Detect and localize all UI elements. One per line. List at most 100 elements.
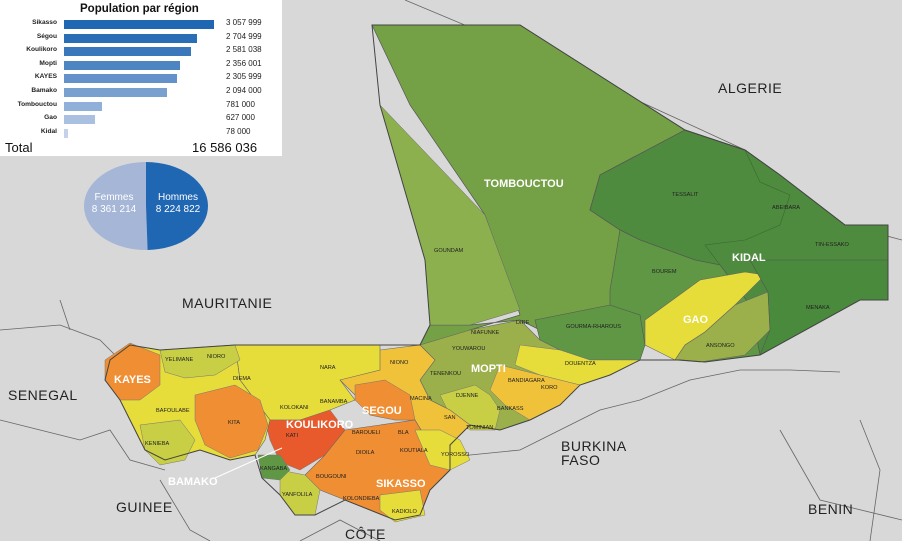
hommes-value: 8 224 822 xyxy=(156,204,201,215)
region-label-segou: SEGOU xyxy=(362,405,402,417)
country-cote: CÔTE xyxy=(345,526,386,541)
cercle-label: BANKASS xyxy=(497,406,524,412)
segou-orange-core xyxy=(354,379,416,421)
cercle-label: BANDIAGARA xyxy=(508,378,545,384)
cercle-label: DIRE xyxy=(516,320,530,326)
cercle-label: KITA xyxy=(228,420,240,426)
region-population-value: 781 000 xyxy=(226,99,255,109)
cercle-label: YOUWAROU xyxy=(452,346,485,352)
cercle-label: DIEMA xyxy=(233,376,251,382)
country-benin: BENIN xyxy=(808,501,853,517)
pie-slice-hommes xyxy=(146,162,209,250)
cercle-label: NARA xyxy=(320,365,336,371)
cercle-ansongo-area xyxy=(674,291,771,363)
panel-title: Population par région xyxy=(80,3,199,15)
region-name: Ségou xyxy=(36,32,57,40)
region-name: Tombouctou xyxy=(17,100,57,108)
bamako-pointer xyxy=(214,447,283,479)
region-label-kayes: KAYES xyxy=(114,374,151,386)
region-population-value: 3 057 999 xyxy=(226,18,262,27)
mali-border xyxy=(104,24,889,521)
cercle-label: BAFOULABE xyxy=(156,408,190,414)
cercle-label: KOLONDIEBA xyxy=(343,496,380,502)
region-name: Sikasso xyxy=(32,19,57,26)
country-guinee: GUINEE xyxy=(116,499,173,515)
region-label-tombouctou: TOMBOUCTOU xyxy=(484,178,564,190)
cercle-label: ABEIBARA xyxy=(772,205,800,211)
population-row: Mopti 2 356 001 xyxy=(0,59,282,71)
population-row: Tombouctou 781 000 xyxy=(0,100,282,112)
population-bar xyxy=(64,101,103,111)
region-population-value: 627 000 xyxy=(226,113,255,123)
region-label-bamako: BAMAKO xyxy=(168,476,218,488)
region-label-gao: GAO xyxy=(683,314,709,326)
population-bar xyxy=(64,33,197,43)
cercle-label: YOROSSO xyxy=(441,452,470,458)
population-row: Koulikoro 2 581 038 xyxy=(0,45,282,57)
cercle-label: BAROUELI xyxy=(352,430,381,436)
cercle-label: GOUNDAM xyxy=(434,248,464,254)
cercle-label: KENIEBA xyxy=(145,441,170,447)
population-bar xyxy=(64,20,214,29)
country-mauritanie: MAURITANIE xyxy=(182,295,272,311)
cercle-label: TESSALIT xyxy=(672,192,699,198)
cercle-label: NIAFUNKE xyxy=(471,330,500,336)
cercle-label: GOURMA-RHAROUS xyxy=(566,324,621,330)
region-name: Koulikoro xyxy=(26,46,57,54)
cercle-label: BOUGOUNI xyxy=(316,474,347,480)
cercle-label: KOLOKANI xyxy=(280,405,309,411)
population-row: Sikasso 3 057 999 xyxy=(0,18,282,30)
region-label-sikasso: SIKASSO xyxy=(376,478,426,490)
region-population-value: 2 094 000 xyxy=(226,86,262,95)
region-population-value: 2 305 999 xyxy=(226,72,262,82)
region-label-kidal: KIDAL xyxy=(732,252,766,264)
cercle-label: TIN-ESSAKO xyxy=(815,242,850,248)
cercle-label: DJENNE xyxy=(456,393,479,399)
cercle-label: MACINA xyxy=(410,396,432,402)
population-bar xyxy=(64,60,180,70)
country-burkina: BURKINA xyxy=(561,438,627,454)
region-label-koulikoro: KOULIKORO xyxy=(286,419,354,431)
population-row: Ségou 2 704 999 xyxy=(0,32,282,44)
cercle-label: KORO xyxy=(541,385,558,391)
pie-slice-femmes xyxy=(84,162,148,250)
region-name: Kidal xyxy=(40,127,57,135)
country-faso: FASO xyxy=(561,452,600,468)
region-name: Mopti xyxy=(39,59,57,67)
cercle-label: KOUTIALA xyxy=(400,448,428,454)
cercle-label: BLA xyxy=(398,430,409,436)
region-name: Gao xyxy=(44,114,57,122)
country-algerie: ALGERIE xyxy=(718,80,782,96)
cercle-label: BANAMBA xyxy=(320,399,348,405)
population-row: Kidal 78 000 xyxy=(0,127,282,139)
cercle-label: NIORO xyxy=(207,354,226,360)
cercle-label: ANSONGO xyxy=(706,343,735,349)
cercle-label: MENAKA xyxy=(806,305,830,311)
population-bar xyxy=(64,115,95,125)
cercle-label: YANFOLILA xyxy=(282,492,313,498)
region-population-value: 78 000 xyxy=(226,126,251,136)
cercle-label: KANGABA xyxy=(260,466,287,472)
femmes-label: Femmes xyxy=(95,192,134,203)
region-name: KAYES xyxy=(34,73,57,81)
population-bar xyxy=(64,128,68,138)
population-panel: Population par région Sikasso 3 057 999 Sé… xyxy=(0,0,282,156)
region-population-value: 2 704 999 xyxy=(226,31,262,41)
region-population-value: 2 356 001 xyxy=(226,58,262,68)
cercle-label: YELIMANE xyxy=(165,357,194,363)
total-value: 16 586 036 xyxy=(192,140,258,155)
kayes-kita-orange xyxy=(194,384,269,459)
region-label-mopti: MOPTI xyxy=(471,363,506,375)
total-label: Total xyxy=(5,140,33,155)
cercle-label: BOUREM xyxy=(652,269,677,275)
country-senegal: SENEGAL xyxy=(8,387,78,403)
sikasso-kadiolo xyxy=(379,489,426,523)
femmes-value: 8 361 214 xyxy=(92,204,137,215)
region-name: Bamako xyxy=(31,87,57,94)
cercle-label: TOMINIAN xyxy=(466,425,493,431)
region-population-value: 2 581 038 xyxy=(226,45,262,55)
cercle-label: KADIOLO xyxy=(392,509,418,515)
population-bar xyxy=(64,47,191,57)
cercle-label: TENENKOU xyxy=(430,371,461,377)
